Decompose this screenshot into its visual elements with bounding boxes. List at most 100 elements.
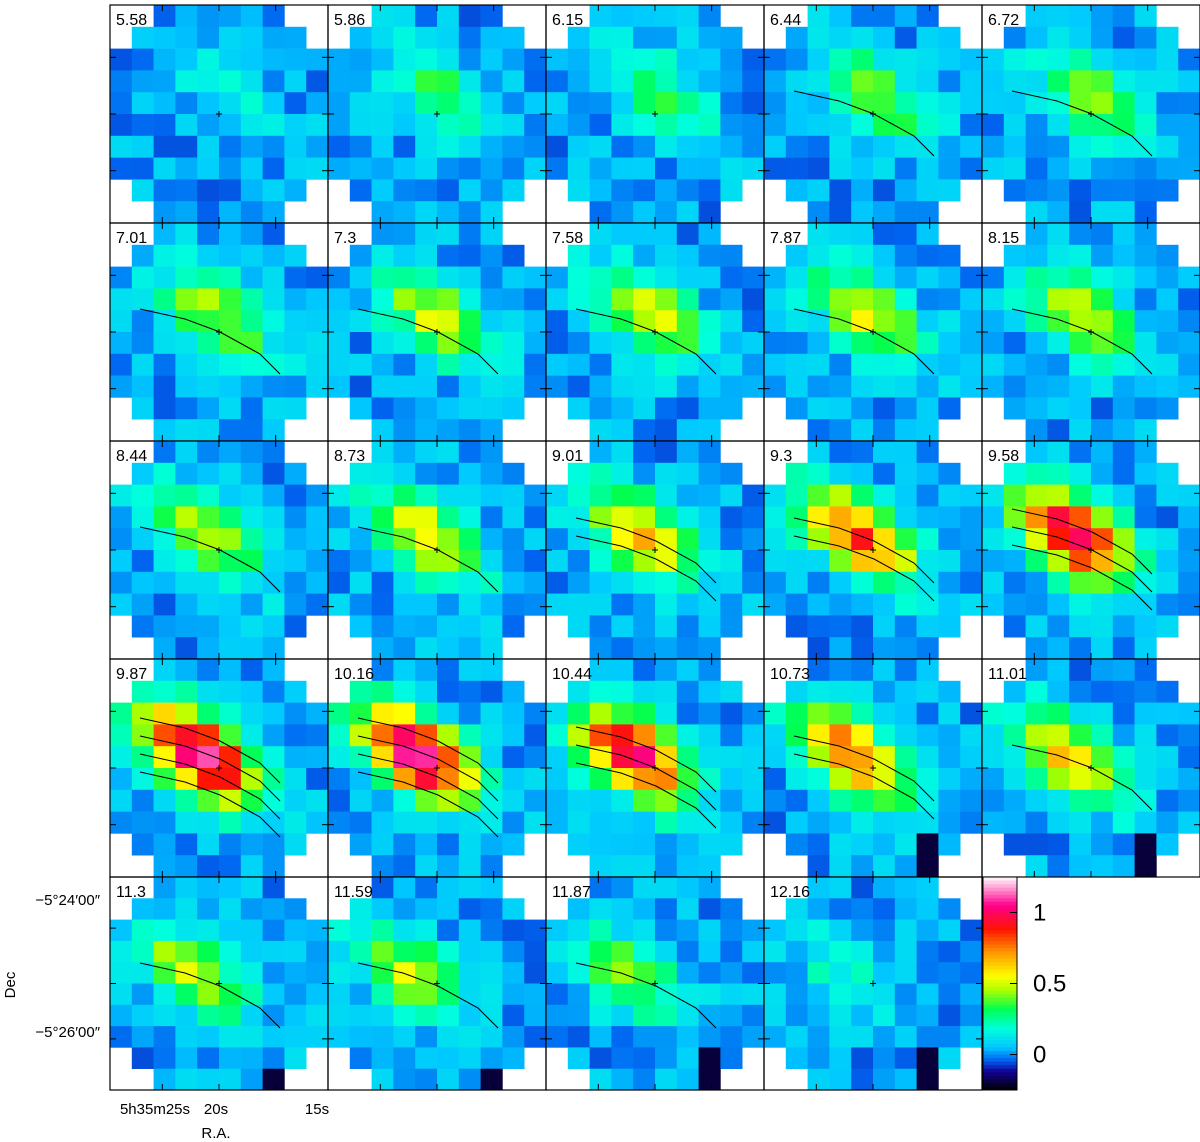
map-pixel bbox=[110, 940, 133, 963]
map-pixel bbox=[982, 811, 1005, 834]
map-pixel bbox=[851, 528, 874, 551]
map-pixel bbox=[567, 506, 590, 529]
map-pixel bbox=[655, 811, 678, 834]
map-pixel bbox=[589, 615, 612, 638]
panel-velocity-label: 5.58 bbox=[116, 12, 147, 29]
map-pixel bbox=[589, 811, 612, 834]
map-pixel bbox=[371, 179, 394, 202]
map-pixel bbox=[284, 48, 307, 71]
map-pixel bbox=[328, 528, 351, 551]
colorbar-swatch bbox=[983, 912, 1017, 917]
colorbar-swatch bbox=[983, 1058, 1017, 1063]
map-pixel bbox=[262, 637, 285, 660]
map-pixel bbox=[349, 92, 372, 115]
map-pixel bbox=[110, 789, 133, 812]
map-pixel bbox=[676, 659, 699, 682]
map-pixel bbox=[502, 550, 525, 573]
channel-panel: 11.59 bbox=[327, 876, 547, 1091]
map-pixel bbox=[480, 375, 503, 398]
map-pixel bbox=[938, 1047, 961, 1069]
map-pixel bbox=[502, 919, 525, 942]
map-pixel bbox=[589, 833, 612, 856]
map-pixel bbox=[131, 898, 154, 920]
map-pixel bbox=[262, 244, 285, 267]
map-pixel bbox=[437, 223, 460, 246]
map-pixel bbox=[153, 288, 176, 311]
map-pixel bbox=[219, 833, 242, 856]
map-pixel bbox=[371, 223, 394, 246]
map-pixel bbox=[240, 157, 263, 180]
map-pixel bbox=[742, 332, 765, 355]
channel-panel: 11.01 bbox=[981, 658, 1200, 878]
map-pixel bbox=[960, 1004, 983, 1027]
map-pixel bbox=[982, 702, 1005, 725]
map-pixel bbox=[437, 898, 460, 920]
map-pixel bbox=[720, 288, 743, 311]
map-pixel bbox=[153, 615, 176, 638]
map-pixel bbox=[1069, 462, 1092, 485]
map-pixel bbox=[960, 92, 983, 115]
map-pixel bbox=[938, 179, 961, 202]
map-pixel bbox=[437, 855, 460, 878]
map-pixel bbox=[633, 637, 656, 660]
map-pixel bbox=[458, 768, 481, 791]
map-pixel bbox=[851, 962, 874, 984]
map-pixel bbox=[676, 593, 699, 616]
map-pixel bbox=[1025, 157, 1048, 180]
map-pixel bbox=[480, 940, 503, 963]
map-pixel bbox=[480, 877, 503, 899]
map-pixel bbox=[764, 114, 787, 137]
map-pixel bbox=[1069, 48, 1092, 71]
map-pixel bbox=[894, 419, 917, 442]
contour-line bbox=[1011, 508, 1153, 575]
map-pixel bbox=[502, 724, 525, 747]
map-pixel bbox=[851, 1026, 874, 1048]
map-pixel bbox=[415, 1004, 438, 1027]
map-pixel bbox=[742, 919, 765, 942]
map-pixel bbox=[1047, 310, 1070, 333]
map-pixel bbox=[328, 919, 351, 942]
map-pixel bbox=[807, 244, 830, 267]
map-pixel bbox=[284, 789, 307, 812]
center-marker bbox=[870, 547, 876, 553]
map-pixel bbox=[480, 1026, 503, 1048]
map-pixel bbox=[916, 528, 939, 551]
map-pixel bbox=[676, 615, 699, 638]
map-pixel bbox=[698, 919, 721, 942]
map-pixel bbox=[938, 940, 961, 963]
map-pixel bbox=[698, 201, 721, 224]
map-pixel bbox=[676, 789, 699, 812]
map-pixel bbox=[306, 789, 329, 812]
map-pixel bbox=[328, 789, 351, 812]
map-pixel bbox=[960, 528, 983, 551]
map-pixel bbox=[611, 397, 634, 420]
map-pixel bbox=[829, 223, 852, 246]
map-pixel bbox=[437, 615, 460, 638]
map-pixel bbox=[349, 375, 372, 398]
map-pixel bbox=[1091, 637, 1114, 660]
map-pixel bbox=[851, 5, 874, 28]
map-pixel bbox=[502, 266, 525, 289]
map-pixel bbox=[1134, 353, 1157, 376]
map-pixel bbox=[153, 983, 176, 1006]
colorbar-swatch bbox=[983, 916, 1017, 921]
colorbar-swatch bbox=[983, 990, 1017, 995]
map-pixel bbox=[219, 550, 242, 573]
map-pixel bbox=[873, 680, 896, 703]
map-pixel bbox=[1156, 310, 1179, 333]
map-pixel bbox=[1069, 397, 1092, 420]
map-pixel bbox=[1112, 833, 1135, 856]
map-pixel bbox=[720, 1047, 743, 1069]
contour-line bbox=[139, 717, 281, 784]
map-pixel bbox=[393, 179, 416, 202]
map-pixel bbox=[524, 983, 547, 1006]
map-pixel bbox=[938, 789, 961, 812]
map-pixel bbox=[567, 288, 590, 311]
map-pixel bbox=[960, 114, 983, 137]
map-pixel bbox=[676, 680, 699, 703]
map-pixel bbox=[589, 506, 612, 529]
map-pixel bbox=[524, 550, 547, 573]
map-pixel bbox=[1134, 593, 1157, 616]
map-pixel bbox=[284, 135, 307, 158]
map-pixel bbox=[633, 5, 656, 28]
